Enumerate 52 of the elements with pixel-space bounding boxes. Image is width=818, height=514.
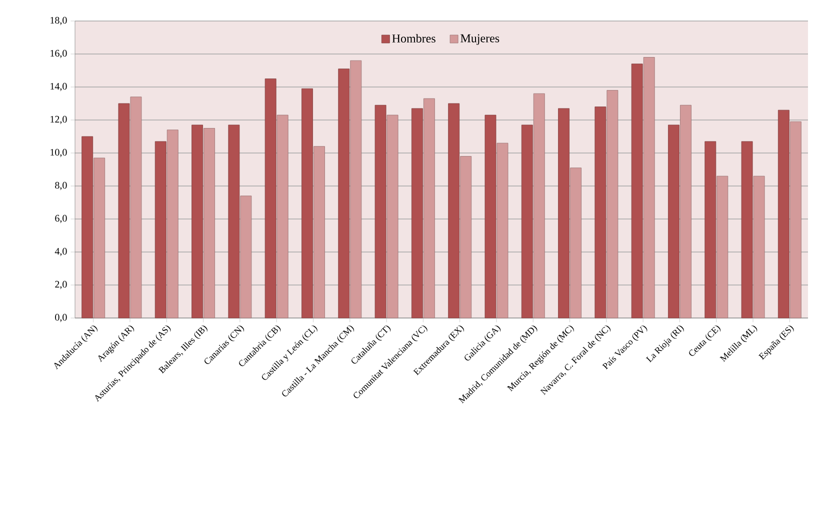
bar [423,98,435,318]
bar [166,130,178,318]
bar [680,104,692,318]
bar [558,108,570,318]
y-tick-label: 8,0 [55,182,67,190]
bar [704,141,716,318]
y-tick-label: 16,0 [50,50,67,58]
bar [386,114,398,318]
bar [716,176,728,318]
bar [228,124,240,318]
y-tick-label: 14,0 [50,82,67,92]
bar [154,141,166,318]
y-tick-label: 2,0 [55,280,67,290]
bar [594,106,606,318]
bar [192,124,203,318]
bar [484,114,496,318]
bar [130,96,142,318]
bar [264,78,276,318]
bar [302,88,313,318]
bar [741,141,753,318]
bar [314,146,325,318]
y-tick-label: 10,0 [50,148,67,158]
bar [496,142,508,318]
bar [94,158,106,318]
bar [338,68,350,318]
bar [82,136,94,318]
bar [350,60,362,318]
bar [570,168,582,318]
bar [778,110,790,318]
bar [460,156,472,318]
bar [643,57,655,318]
bar [668,124,680,318]
bar [631,64,643,318]
y-tick-label: 18,0 [50,16,67,26]
legend-label: Hombres [392,34,436,43]
bar [276,114,288,318]
bar [118,103,130,318]
bar [606,90,618,318]
y-tick-label: 4,0 [54,248,67,256]
y-tick-label: 12,0 [50,116,67,124]
y-tick-label: 0,0 [55,314,67,322]
y-tick-label: 6,0 [55,214,67,224]
legend-label: Mujeres [460,34,500,45]
bar [204,128,215,318]
bar [240,196,252,318]
bar [753,176,765,318]
bar [521,124,533,318]
bar [411,108,423,318]
bar [790,121,802,318]
bar [448,103,460,318]
bar [374,104,386,318]
bar [533,93,545,318]
